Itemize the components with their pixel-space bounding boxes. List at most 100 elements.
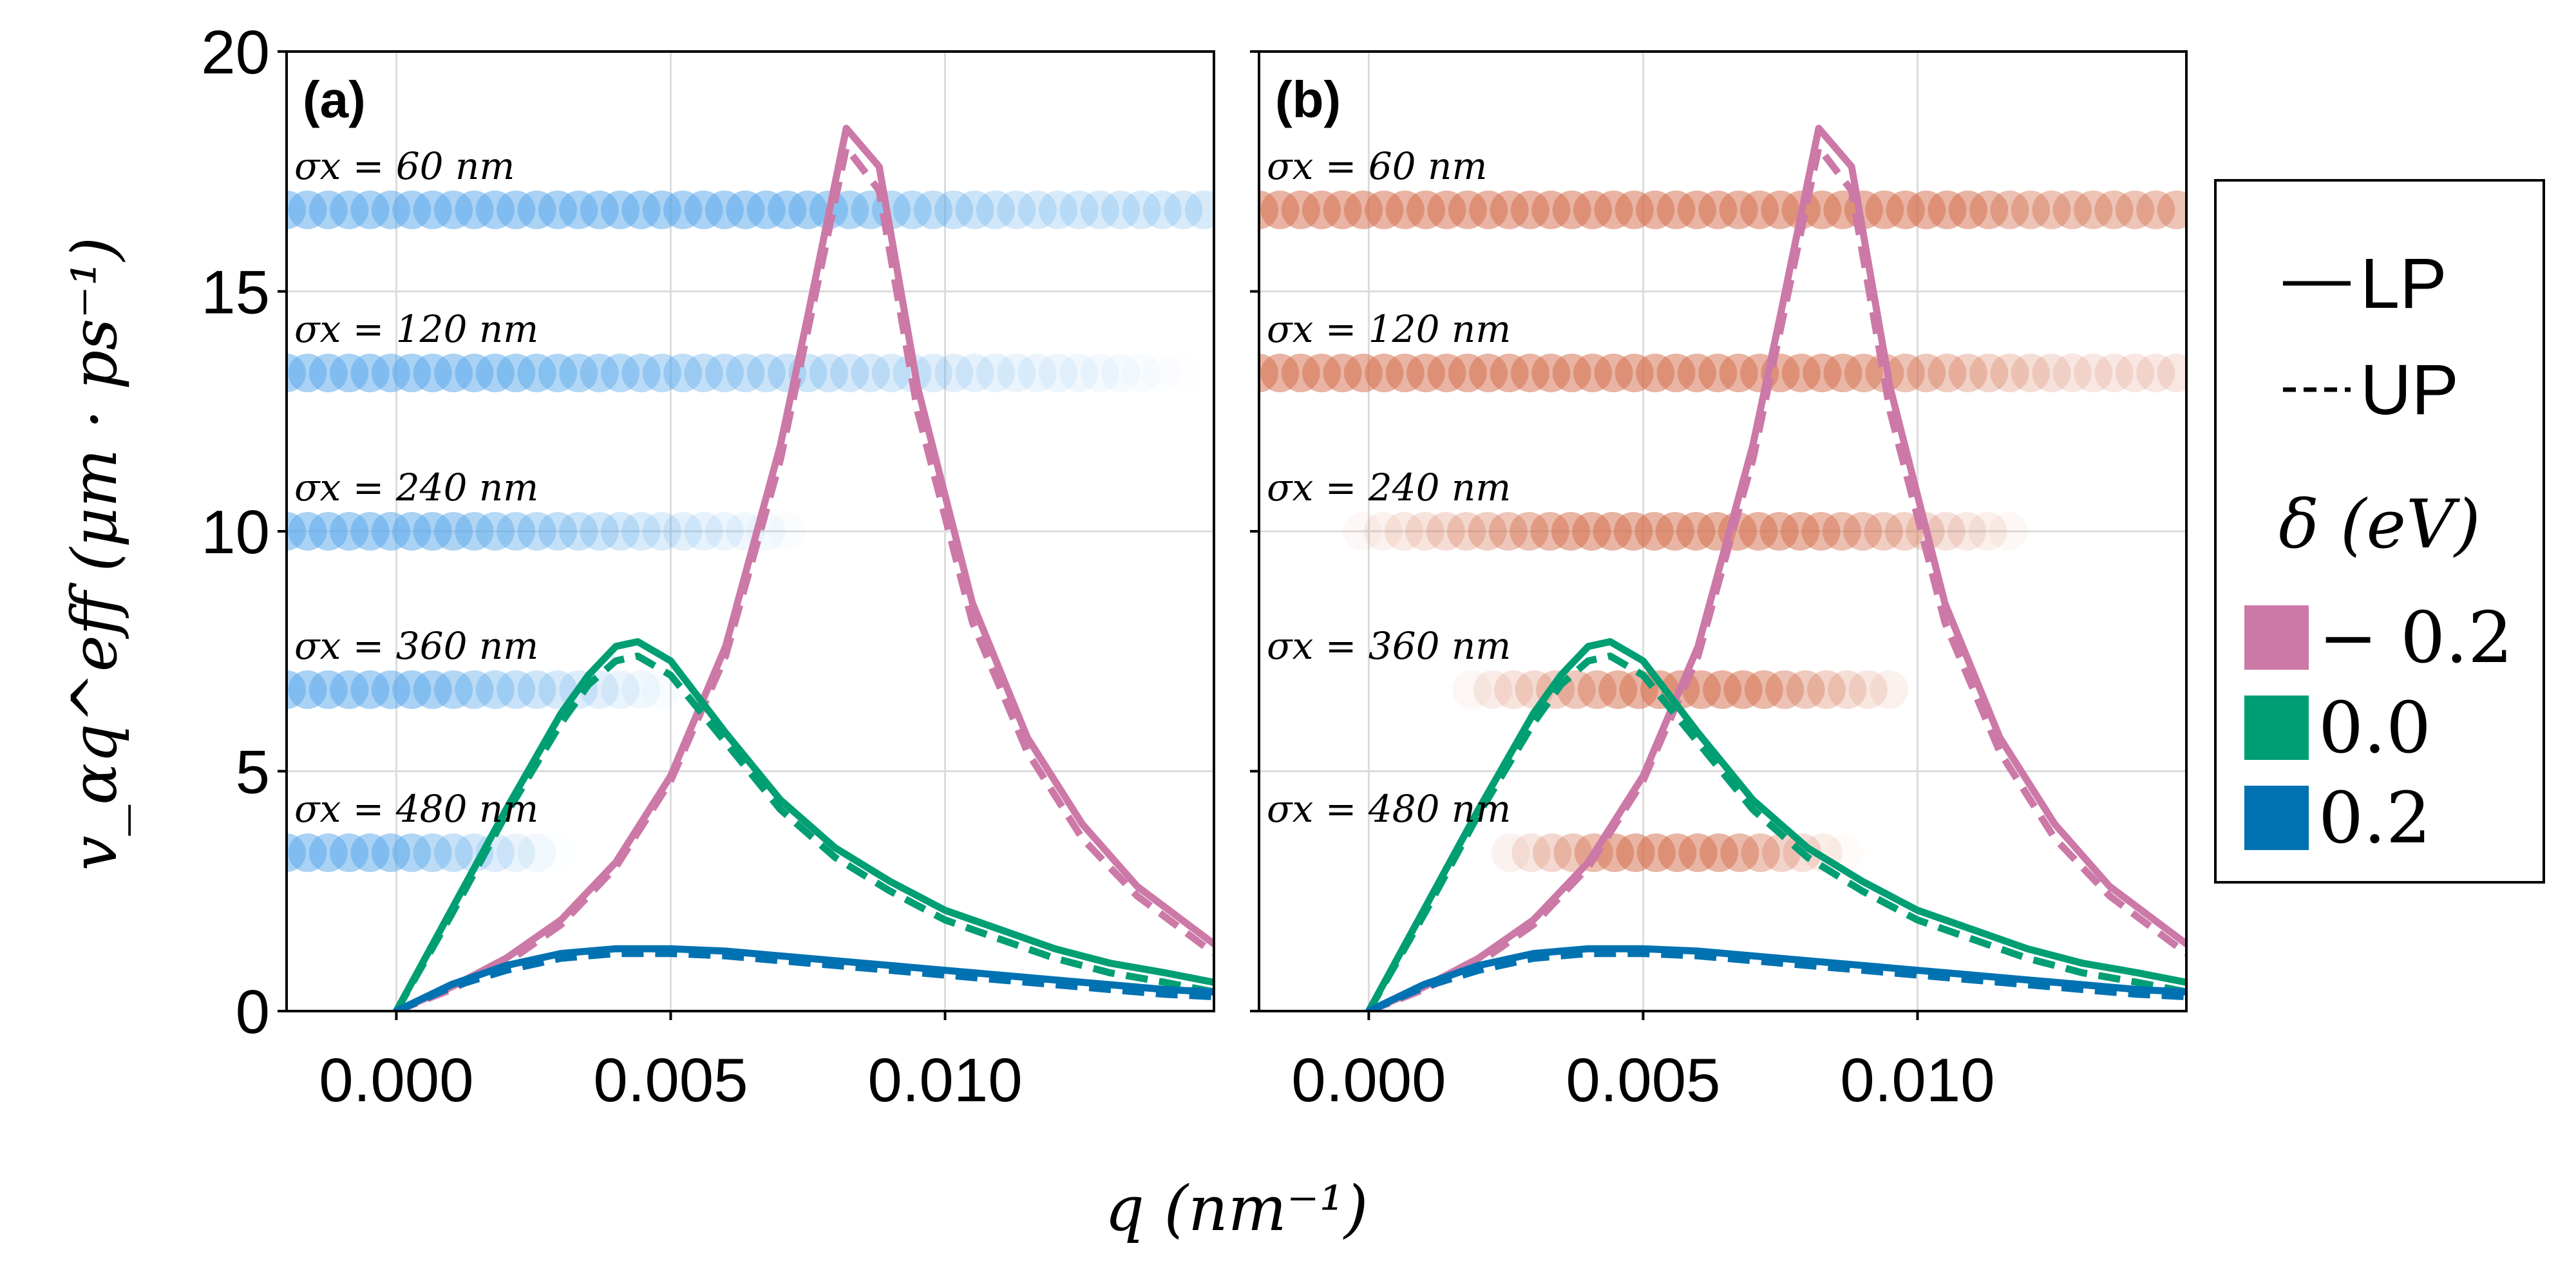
band-dot bbox=[1907, 354, 1946, 393]
band-dot bbox=[663, 354, 703, 393]
band-dot bbox=[517, 833, 556, 873]
band-label-a-0: σx = 60 nm bbox=[294, 144, 515, 188]
panel-a-label: (a) bbox=[303, 71, 366, 128]
band-dot bbox=[1968, 512, 2007, 551]
band-dot bbox=[2032, 354, 2071, 393]
band-dot bbox=[475, 670, 515, 709]
band-dot bbox=[1864, 512, 1903, 551]
series-a-0 bbox=[392, 124, 1214, 1011]
band-dot bbox=[1468, 512, 1507, 551]
band-dot bbox=[1723, 670, 1763, 709]
band-dot bbox=[1384, 512, 1423, 551]
band-dot bbox=[913, 354, 952, 393]
x-tick-label-a-2: 0.010 bbox=[867, 1046, 1022, 1115]
x-tick-label-a-1: 0.005 bbox=[593, 1046, 748, 1115]
band-dot bbox=[621, 670, 661, 709]
band-dot bbox=[621, 354, 661, 393]
band-dot bbox=[434, 512, 473, 551]
series-a-4 bbox=[392, 945, 1214, 1011]
panel-a-series bbox=[392, 124, 1214, 1011]
band-dot bbox=[705, 354, 744, 393]
band-dot bbox=[2011, 354, 2050, 393]
band-dot bbox=[392, 833, 431, 873]
series-a-5 bbox=[395, 950, 1214, 1011]
band-dot bbox=[2136, 190, 2175, 229]
series-a-1 bbox=[395, 144, 1214, 1011]
band-dot bbox=[601, 354, 640, 393]
band-dot bbox=[538, 833, 577, 872]
panel-a-x-ticks: 0.000 0.005 0.010 bbox=[319, 1011, 1023, 1115]
band-dot bbox=[830, 190, 869, 229]
legend-label-delta-pos: 0.2 bbox=[2318, 777, 2431, 859]
series-b-2 bbox=[1365, 638, 2186, 1011]
legend-delta-title: δ (eV) bbox=[2278, 485, 2480, 564]
series-b-4 bbox=[1365, 945, 2186, 1011]
band-dot bbox=[809, 354, 848, 393]
band-dot bbox=[2094, 190, 2134, 229]
band-dot bbox=[1473, 670, 1512, 709]
x-tick-label-b-0: 0.000 bbox=[1291, 1046, 1446, 1115]
band-label-a-3: σx = 360 nm bbox=[294, 624, 538, 668]
band-dot bbox=[871, 354, 911, 393]
band-dot bbox=[1080, 354, 1119, 393]
band-a-1 bbox=[287, 354, 1202, 393]
band-dot bbox=[1018, 354, 1057, 393]
band-dot bbox=[1142, 190, 1182, 229]
band-dot bbox=[517, 512, 556, 551]
band-dot bbox=[1990, 354, 2029, 393]
series-b-3 bbox=[1365, 652, 2186, 1011]
band-label-a-4: σx = 480 nm bbox=[294, 787, 538, 831]
band-dot bbox=[497, 670, 536, 709]
band-dot bbox=[1039, 354, 1078, 393]
legend-lp-label: LP bbox=[2360, 244, 2447, 323]
panel-b-bands bbox=[1259, 190, 2186, 873]
band-a-3 bbox=[287, 670, 681, 709]
band-dot bbox=[1886, 354, 1925, 393]
x-tick-label-b-2: 0.010 bbox=[1840, 1046, 1994, 1115]
band-dot bbox=[559, 354, 598, 393]
band-b-4 bbox=[1491, 833, 1842, 873]
band-dot bbox=[1807, 670, 1846, 709]
panel-a-y-ticks: 0 5 10 15 20 bbox=[201, 18, 287, 1046]
panel-b-y-ticks bbox=[1250, 50, 1259, 1012]
band-dot bbox=[538, 354, 577, 393]
band-dot bbox=[2115, 354, 2154, 393]
band-dot bbox=[1059, 354, 1099, 393]
band-dot bbox=[1164, 354, 1202, 392]
band-dot bbox=[434, 833, 473, 873]
legend-swatch-delta-neg bbox=[2244, 605, 2309, 670]
series-a-2 bbox=[392, 638, 1214, 1011]
band-b-0 bbox=[1259, 190, 2186, 229]
panel-b-series bbox=[1365, 124, 2186, 1011]
band-dot bbox=[1926, 512, 1965, 551]
band-dot bbox=[1947, 512, 1987, 551]
band-dot bbox=[1101, 190, 1141, 229]
band-dot bbox=[2157, 190, 2186, 229]
band-dot bbox=[601, 512, 640, 551]
band-dot bbox=[1491, 833, 1530, 873]
panel-b-band-labels: σx = 60 nm σx = 120 nm σx = 240 nm σx = 360… bbox=[1267, 144, 1511, 831]
band-dot bbox=[1553, 833, 1593, 873]
band-dot bbox=[1762, 833, 1801, 873]
band-dot bbox=[830, 354, 869, 393]
band-dot bbox=[746, 354, 786, 393]
band-dot bbox=[580, 512, 619, 551]
band-dot bbox=[2052, 354, 2092, 393]
band-dot bbox=[1870, 670, 1909, 709]
band-dot bbox=[997, 190, 1036, 229]
series-b-0 bbox=[1365, 124, 2186, 1011]
band-dot bbox=[1822, 512, 1861, 551]
band-dot bbox=[1700, 833, 1739, 873]
band-dot bbox=[1843, 512, 1882, 551]
panel-a-band-labels: σx = 60 nm σx = 120 nm σx = 240 nm σx = 360… bbox=[294, 144, 538, 831]
band-dot bbox=[642, 512, 681, 551]
band-dot bbox=[663, 512, 703, 551]
band-dot bbox=[413, 833, 452, 873]
band-dot bbox=[1969, 354, 2009, 393]
series-b-1 bbox=[1367, 144, 2186, 1011]
band-dot bbox=[1741, 833, 1780, 873]
band-dot bbox=[1452, 670, 1492, 709]
band-dot bbox=[1039, 190, 1078, 229]
band-dot bbox=[1885, 512, 1924, 551]
band-label-a-1: σx = 120 nm bbox=[294, 307, 538, 351]
